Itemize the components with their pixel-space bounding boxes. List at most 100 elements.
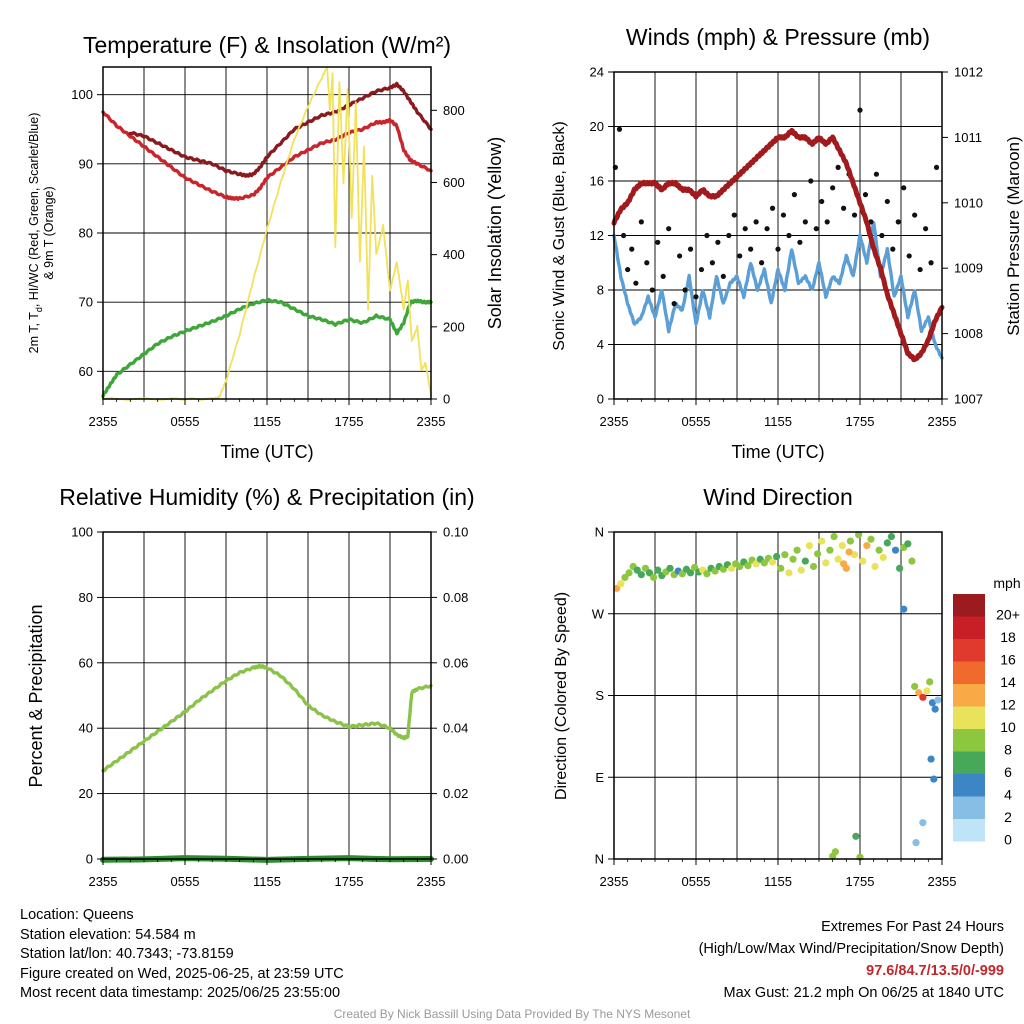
- speed-legend-title: mph: [993, 575, 1020, 591]
- wind-direction-point: [930, 775, 938, 783]
- extremes-subtitle: (High/Low/Max Wind/Precipitation/Snow De…: [698, 941, 1004, 957]
- humidity-y2tick-label: 0.04: [443, 721, 468, 736]
- winddir-xtick-label: 2355: [600, 874, 629, 889]
- winds-gust-point: [737, 253, 743, 259]
- wind-direction-point: [785, 569, 793, 577]
- winds-gust-point: [797, 239, 803, 245]
- wind-direction-point: [891, 546, 900, 554]
- temperature-ytick-label: 100: [71, 87, 93, 102]
- temperature-xtick-label: 2355: [417, 414, 446, 429]
- speed-legend-swatch: [953, 819, 985, 842]
- winds-y2tick-label: 1007: [954, 392, 983, 407]
- wind-direction-point: [809, 562, 818, 571]
- temperature-y-axis-title: 2m T, Td, HI/WC (Red, Green, Scarlet/Blu…: [27, 113, 56, 354]
- temperature-ylabel-sub: d: [34, 307, 44, 312]
- winds-gust-point: [802, 219, 808, 225]
- winds-y2tick-label: 1011: [954, 130, 982, 145]
- credit-line: Created By Nick Bassill Using Data Provi…: [333, 1007, 691, 1021]
- winds-gust-point: [620, 232, 627, 239]
- wind-direction-point: [867, 535, 875, 543]
- wind-direction-point: [879, 553, 887, 562]
- figure-created: Figure created on Wed, 2025-06-25, at 23…: [20, 965, 344, 982]
- winds-y2tick-label: 1008: [954, 326, 983, 341]
- winds-y-axis-title: Sonic Wind & Gust (Blue, Black): [551, 121, 568, 350]
- temperature-ytick-label: 90: [79, 156, 93, 171]
- winds-gust-point: [715, 239, 721, 245]
- wind-direction-point: [650, 573, 658, 582]
- winds-gust-point: [791, 192, 798, 198]
- winds-gust-point: [726, 232, 732, 239]
- winds-gust-point: [928, 260, 934, 266]
- wind-direction-title: Wind Direction: [703, 484, 853, 510]
- speed-legend-swatch: [953, 639, 985, 662]
- winds-gust-point: [841, 205, 847, 211]
- winds-gust-point: [655, 239, 661, 245]
- winds-series: [611, 107, 945, 363]
- winds-xtick-label: 0555: [682, 414, 711, 429]
- humidity-ytick-label: 40: [79, 721, 93, 736]
- wind-direction-point: [666, 564, 674, 572]
- wind-direction-point: [777, 564, 785, 572]
- speed-legend-label: 6: [1004, 764, 1012, 780]
- winds-gust-point: [769, 205, 776, 211]
- winds-ytick-label: 4: [597, 337, 604, 352]
- wind-direction-point: [928, 699, 937, 707]
- wind-direction-point: [934, 696, 942, 704]
- wind-direction-point: [840, 560, 848, 568]
- humidity-y2tick-label: 0.08: [443, 590, 468, 605]
- station-latlon: Station lat/lon: 40.7343; -73.8159: [20, 946, 234, 963]
- speed-legend-label: 12: [1000, 696, 1016, 712]
- station-info: Location: Queens Station elevation: 54.5…: [20, 906, 344, 1004]
- temperature-title: Temperature (F) & Insolation (W/m²): [83, 32, 451, 58]
- wind-direction-point: [834, 555, 842, 563]
- wind-direction-point: [926, 678, 934, 686]
- humidity-xtick-label: 2355: [417, 874, 446, 889]
- winds-y2tick-label: 1009: [954, 261, 983, 276]
- speed-legend-label: 4: [1004, 786, 1012, 802]
- winds-gust-point: [884, 198, 890, 205]
- speed-legend-label: 18: [1000, 629, 1016, 645]
- speed-legend-swatch: [953, 751, 985, 774]
- wind-direction-grid: [614, 532, 942, 859]
- winds-gust-point: [671, 301, 677, 307]
- winds-xtick-label: 1755: [846, 414, 875, 429]
- winds-gust-point: [851, 212, 858, 218]
- winds-gust-point: [824, 219, 830, 225]
- wind-direction-point: [855, 531, 863, 539]
- speed-legend-label: 20+: [996, 606, 1020, 622]
- winds-gust-point: [808, 178, 814, 184]
- winds-gust-point: [895, 219, 901, 225]
- winds-y2tick-label: 1012: [954, 65, 983, 80]
- temperature-ticks: 2355 0555 1155 1755 2355 60 70 80 90 100 0 200 400 60…: [71, 87, 464, 429]
- wind-direction-point: [831, 848, 840, 856]
- winds-xtick-label: 2355: [928, 414, 957, 429]
- winds-gust-point: [748, 246, 754, 252]
- wind-direction-panel: Wind Direction 2355 0555 1155 1755 2355 N E S W N…: [553, 484, 1021, 889]
- wind-direction-point: [773, 552, 781, 561]
- wind-direction-point: [617, 580, 625, 588]
- winds-gust-point: [879, 232, 885, 239]
- winds-gust-point: [917, 266, 923, 273]
- winds-gust-point: [709, 260, 716, 266]
- winds-gust-point: [819, 198, 825, 205]
- winds-gust-point: [813, 226, 819, 232]
- winds-ytick-label: 20: [590, 119, 604, 134]
- winds-series-line: [612, 221, 944, 360]
- winds-gust-point: [731, 212, 737, 218]
- wind-direction-point: [625, 569, 633, 577]
- wind-direction-ticks: 2355 0555 1155 1755 2355 N E S W N: [592, 525, 957, 890]
- wind-direction-point: [801, 557, 809, 565]
- wind-direction-point: [863, 542, 871, 550]
- winds-gust-point: [890, 246, 896, 252]
- temperature-ylabel-line2: & 9m T (Orange): [42, 186, 56, 279]
- winds-gust-point: [901, 185, 907, 191]
- winds-gust-point: [933, 164, 940, 170]
- temperature-series-line: [101, 297, 433, 399]
- winds-gust-point: [780, 212, 787, 218]
- wind-direction-point: [912, 839, 920, 847]
- temperature-xtick-label: 2355: [89, 414, 118, 429]
- wind-direction-point: [814, 550, 822, 558]
- speed-legend-swatch: [953, 594, 985, 617]
- temperature-ylabel-part2: , HI/WC (Red, Green, Scarlet/Blue): [27, 113, 41, 308]
